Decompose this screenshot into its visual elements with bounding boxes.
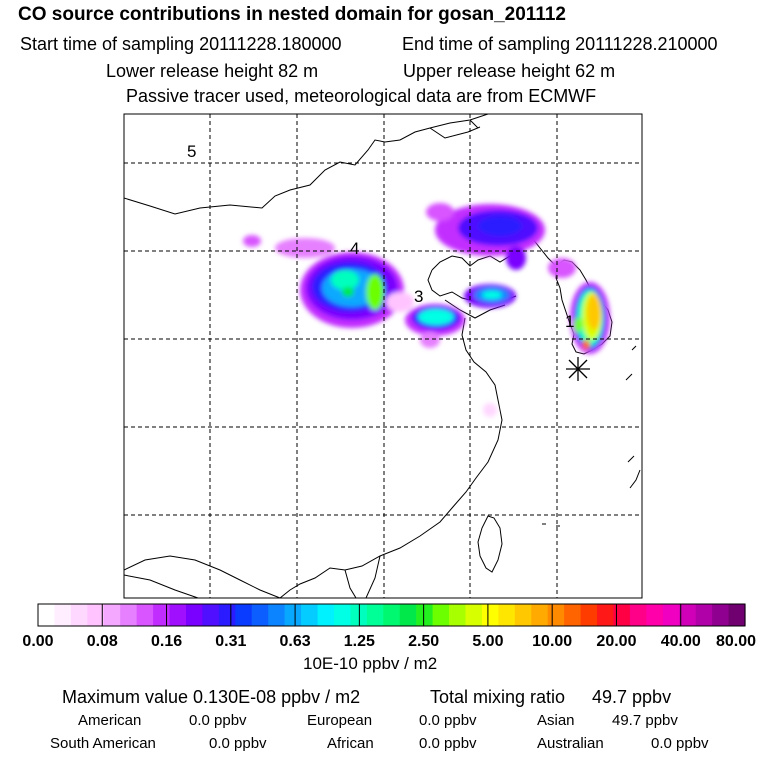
colorbar-tick-label: 10.00 [532, 633, 572, 650]
colorbar-swatch [498, 604, 516, 626]
colorbar-swatch [70, 604, 88, 626]
region-value-australian: 0.0 ppbv [651, 735, 709, 752]
colorbar-tick-label: 0.31 [215, 633, 246, 650]
colorbar-swatch [333, 604, 351, 626]
colorbar-swatch [514, 604, 532, 626]
colorbar-swatch [481, 604, 499, 626]
colorbar-swatch [366, 604, 384, 626]
colorbar-swatch [169, 604, 187, 626]
colorbar-swatch [531, 604, 549, 626]
colorbar-tick-label: 20.00 [596, 633, 636, 650]
lat-lon-grid [124, 114, 642, 598]
colorbar-swatch [38, 604, 56, 626]
total-mixing-label: Total mixing ratio [430, 687, 566, 707]
colorbar-swatch [465, 604, 483, 626]
colorbar-swatch [103, 604, 121, 626]
colorbar-swatch [87, 604, 105, 626]
colorbar-swatch [662, 604, 680, 626]
receptor-star-marker [566, 357, 590, 381]
region-value-asian: 49.7 ppbv [612, 712, 678, 729]
colorbar-tick-label: 2.50 [408, 633, 439, 650]
colorbar-swatch [251, 604, 269, 626]
colorbar-swatch [153, 604, 171, 626]
lower-release-label: Lower release height 82 m [106, 61, 319, 81]
colorbar-swatch [432, 604, 450, 626]
region-value-american: 0.0 ppbv [189, 712, 247, 729]
map-frame [123, 113, 643, 599]
colorbar-unit: 10E-10 ppbv / m2 [303, 654, 438, 673]
region-label-4: 4 [350, 239, 359, 258]
colorbar-tick-label: 1.25 [344, 633, 375, 650]
region-label-3: 3 [414, 287, 423, 306]
region-name-south-american: South American [50, 735, 156, 752]
colorbar-swatch [629, 604, 647, 626]
upper-release-label: Upper release height 62 m [403, 61, 616, 81]
colorbar-swatch [547, 604, 565, 626]
region-name-african: African [327, 735, 374, 752]
colorbar-swatch [317, 604, 335, 626]
colorbar-tick-label: 0.16 [151, 633, 182, 650]
colorbar-swatch [679, 604, 697, 626]
region-value-european: 0.0 ppbv [419, 712, 477, 729]
colorbar [37, 603, 746, 627]
colorbar-swatch [449, 604, 467, 626]
colorbar-ticks [37, 604, 746, 626]
tracer-note: Passive tracer used, meteorological data… [126, 86, 597, 106]
region-name-australian: Australian [537, 735, 604, 752]
colorbar-tick-label: 40.00 [661, 633, 701, 650]
colorbar-swatch [301, 604, 319, 626]
colorbar-swatch [712, 604, 730, 626]
colorbar-tick-label: 0.00 [22, 633, 53, 650]
colorbar-swatch [185, 604, 204, 626]
start-time-label: Start time of sampling 20111228.180000 [20, 34, 342, 54]
colorbar-swatch [580, 604, 598, 626]
colorbar-tick-label: 0.08 [87, 633, 118, 650]
colorbar-swatch [120, 604, 138, 626]
coastlines [124, 114, 641, 598]
colorbar-swatch [218, 604, 236, 626]
colorbar-swatch [136, 604, 154, 626]
colorbar-swatch [235, 604, 253, 626]
map-panel [124, 114, 642, 598]
map-title: CO source contributions in nested domain… [18, 4, 566, 25]
region-value-african: 0.0 ppbv [419, 735, 477, 752]
colorbar-swatch [728, 604, 746, 626]
colorbar-swatch [202, 604, 220, 626]
colorbar-swatch [613, 604, 631, 626]
region-value-south-american: 0.0 ppbv [209, 735, 267, 752]
region-name-american: American [78, 712, 142, 729]
region-name-asian: Asian [537, 712, 575, 729]
colorbar-swatch [695, 604, 713, 626]
colorbar-tick-label: 5.00 [472, 633, 503, 650]
end-time-label: End time of sampling 20111228.210000 [402, 34, 718, 54]
colorbar-swatch [54, 604, 72, 626]
colorbar-swatch [268, 604, 286, 626]
region-name-european: European [307, 712, 373, 729]
co-plume-contours [243, 203, 610, 417]
region-label-1: 1 [565, 312, 574, 331]
colorbar-tick-label: 80.00 [716, 633, 756, 650]
colorbar-swatch [646, 604, 664, 626]
colorbar-swatch [383, 604, 401, 626]
colorbar-tick-labels: 0.00 0.08 0.16 0.31 0.63 1.25 2.50 5.00 10.00 20.… [22, 633, 756, 650]
colorbar-swatch [564, 604, 582, 626]
maximum-value: Maximum value 0.130E-08 ppbv / m2 [62, 687, 361, 707]
colorbar-swatch [416, 604, 434, 626]
colorbar-tick-label: 0.63 [280, 633, 311, 650]
colorbar-swatch [284, 604, 302, 626]
colorbar-swatch [597, 604, 615, 626]
region-label-5: 5 [187, 142, 196, 161]
total-mixing-value: 49.7 ppbv [592, 687, 672, 707]
colorbar-swatch [399, 604, 417, 626]
